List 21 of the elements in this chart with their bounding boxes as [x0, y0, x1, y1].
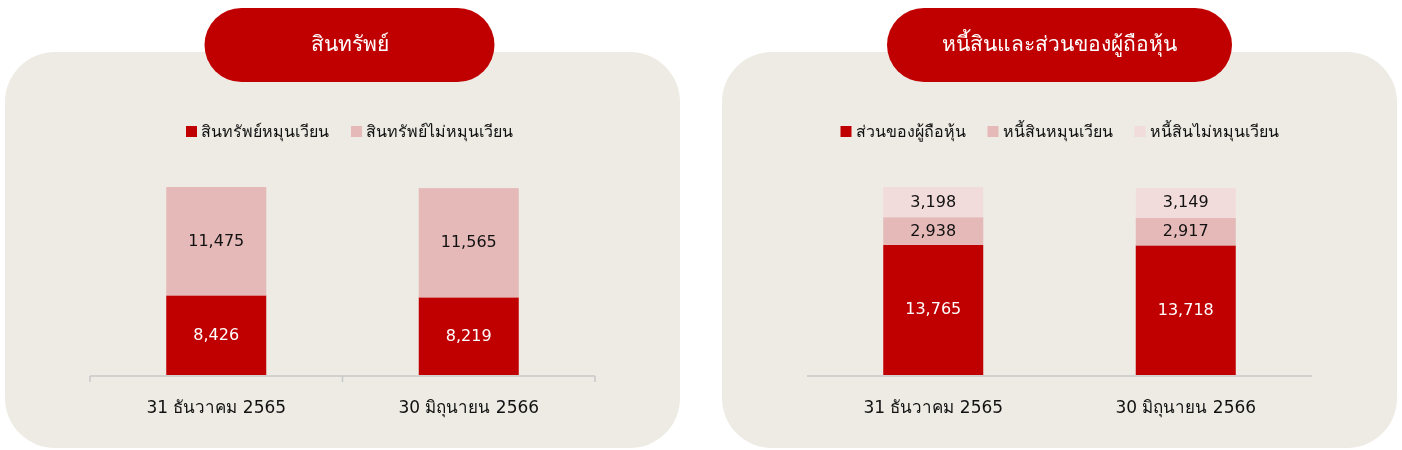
- data-label: 11,475: [188, 230, 245, 250]
- data-label: 13,718: [1157, 299, 1214, 319]
- data-label: 2,938: [910, 220, 957, 240]
- data-label: 11,565: [440, 232, 497, 252]
- legend-label: หนี้สินไม่หมุนเวียน: [1149, 119, 1279, 142]
- data-label: 8,426: [193, 324, 240, 344]
- data-label: 13,765: [905, 299, 962, 319]
- chart-title: สินทรัพย์: [310, 32, 389, 56]
- x-tick-label: 31 ธันวาคม 2565: [146, 397, 287, 417]
- legend-label: หนี้สินหมุนเวียน: [1002, 119, 1113, 142]
- chart-title: หนี้สินและส่วนของผู้ถือหุ้น: [942, 29, 1177, 57]
- data-label: 2,917: [1162, 221, 1209, 241]
- data-label: 8,219: [445, 325, 492, 345]
- x-tick-label: 31 ธันวาคม 2565: [863, 397, 1004, 417]
- legend-label: สินทรัพย์หมุนเวียน: [201, 121, 329, 142]
- x-tick-label: 30 มิถุนายน 2566: [1115, 397, 1257, 418]
- data-label: 3,149: [1162, 192, 1209, 212]
- legend-label: สินทรัพย์ไม่หมุนเวียน: [366, 121, 513, 142]
- data-label: 3,198: [910, 191, 957, 211]
- legend-label: ส่วนของผู้ถือหุ้น: [855, 121, 966, 142]
- x-tick-label: 30 มิถุนายน 2566: [398, 397, 540, 418]
